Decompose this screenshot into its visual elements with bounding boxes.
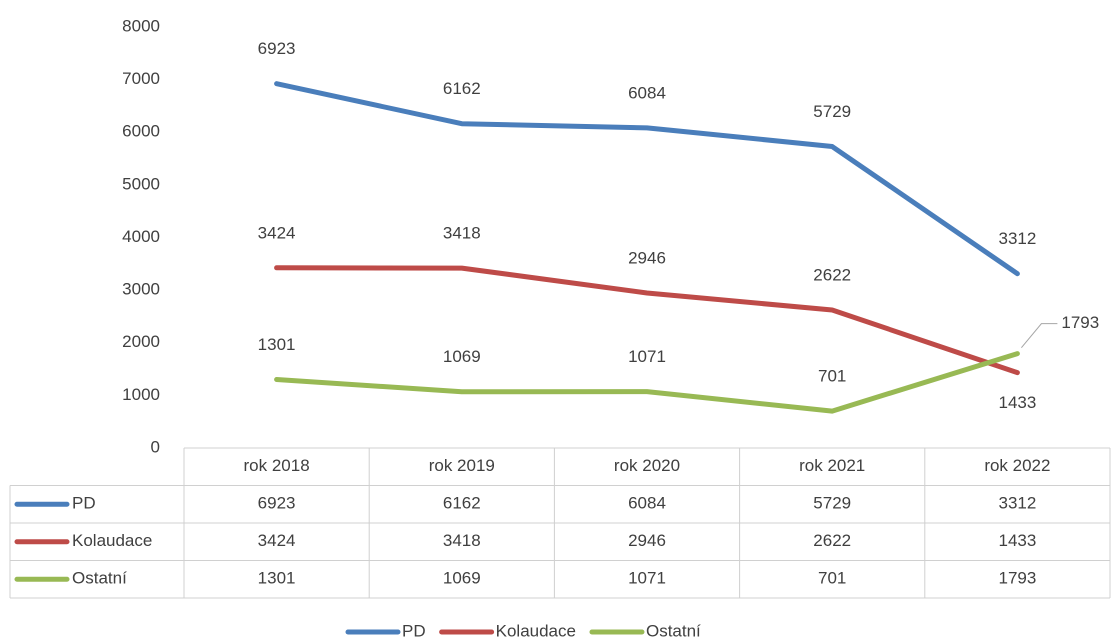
table-row-label: Kolaudace [72, 531, 152, 550]
y-tick-label: 0 [151, 437, 160, 456]
leader-line [1021, 323, 1058, 348]
x-tick-label: rok 2018 [244, 456, 310, 475]
table-cell: 5729 [813, 494, 851, 513]
data-label: 2946 [628, 248, 666, 267]
data-label: 3312 [998, 229, 1036, 248]
table-cell: 1433 [998, 531, 1036, 550]
table-cell: 6162 [443, 494, 481, 513]
data-label: 2622 [813, 266, 851, 285]
data-label: 5729 [813, 102, 851, 121]
table-cell: 701 [818, 569, 846, 588]
data-label: 1301 [258, 335, 296, 354]
table-cell: 3418 [443, 531, 481, 550]
data-label: 1793 [1061, 313, 1099, 332]
y-tick-label: 2000 [122, 332, 160, 351]
data-label: 6923 [258, 39, 296, 58]
table-row-label: Ostatní [72, 569, 127, 588]
x-tick-label: rok 2022 [984, 456, 1050, 475]
data-label: 701 [818, 367, 846, 386]
table-cell: 1071 [628, 569, 666, 588]
table-cell: 2946 [628, 531, 666, 550]
table-cell: 1793 [998, 569, 1036, 588]
data-label: 3418 [443, 224, 481, 243]
data-label: 1069 [443, 347, 481, 366]
legend-label: Kolaudace [496, 621, 576, 640]
y-tick-label: 1000 [122, 385, 160, 404]
table-row-label: PD [72, 494, 96, 513]
y-tick-label: 7000 [122, 69, 160, 88]
table-cell: 6084 [628, 494, 666, 513]
data-label: 3424 [258, 223, 296, 242]
data-label: 6162 [443, 79, 481, 98]
x-tick-label: rok 2019 [429, 456, 495, 475]
table-cell: 1069 [443, 569, 481, 588]
x-tick-label: rok 2021 [799, 456, 865, 475]
table-cell: 2622 [813, 531, 851, 550]
data-label: 6084 [628, 83, 666, 102]
data-label: 1433 [998, 393, 1036, 412]
y-tick-label: 5000 [122, 174, 160, 193]
y-tick-label: 6000 [122, 122, 160, 141]
y-tick-label: 4000 [122, 227, 160, 246]
data-label: 1071 [628, 347, 666, 366]
table-cell: 6923 [258, 494, 296, 513]
x-tick-label: rok 2020 [614, 456, 680, 475]
table-cell: 3424 [258, 531, 296, 550]
series-line [274, 351, 1020, 414]
y-tick-label: 3000 [122, 280, 160, 299]
legend-label: PD [402, 621, 426, 640]
series-line [274, 265, 1020, 376]
table-cell: 1301 [258, 569, 296, 588]
series-line [274, 81, 1020, 277]
table-cell: 3312 [998, 494, 1036, 513]
legend-label: Ostatní [646, 621, 701, 640]
y-tick-label: 8000 [122, 16, 160, 35]
